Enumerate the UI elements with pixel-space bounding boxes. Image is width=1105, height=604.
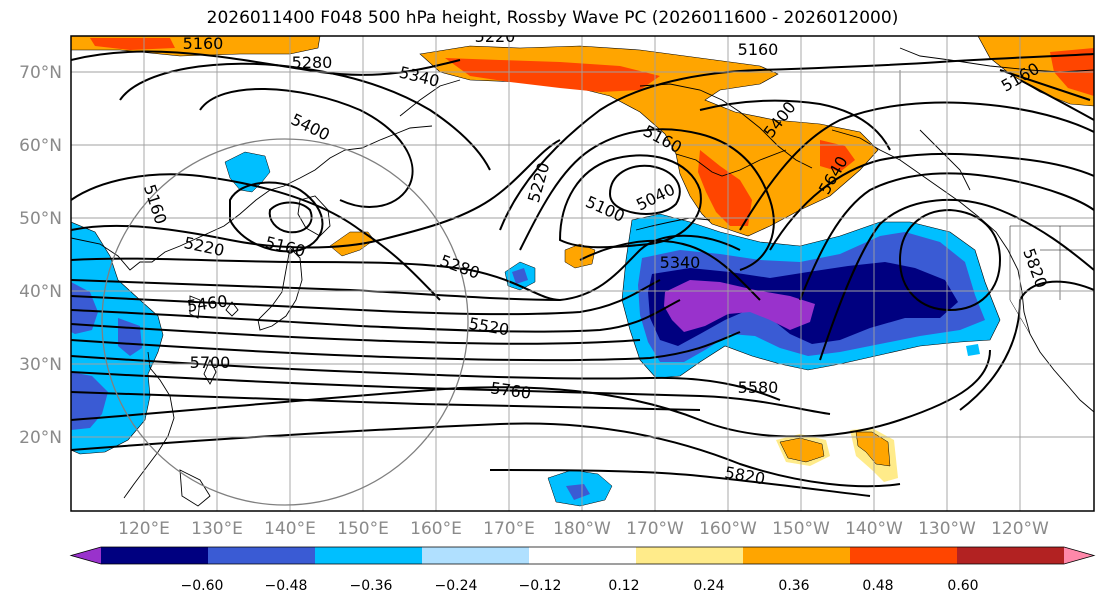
lon-label: 150°E bbox=[337, 519, 389, 539]
colorbar-tick-label: −0.12 bbox=[519, 578, 562, 594]
grid-lines bbox=[71, 36, 1094, 511]
colorbar-swatch bbox=[743, 547, 851, 564]
colorbar-swatch bbox=[71, 547, 101, 564]
colorbar-tick-label: −0.24 bbox=[435, 578, 478, 594]
contour-label: 5220 bbox=[475, 27, 516, 46]
lat-label: 50°N bbox=[19, 209, 62, 229]
colorbar-ticks: −0.60 −0.48 −0.36 −0.24 −0.12 0.12 0.24 … bbox=[181, 578, 979, 594]
lat-label: 70°N bbox=[19, 63, 62, 83]
colorbar-swatch bbox=[850, 547, 958, 564]
colorbar-swatch bbox=[636, 547, 744, 564]
shade-small-orange-3b bbox=[779, 437, 825, 463]
contour-label: 5280 bbox=[292, 53, 333, 72]
shade-small-cyan-3 bbox=[966, 344, 980, 356]
colorbar-swatch bbox=[957, 547, 1065, 564]
map-frame bbox=[70, 35, 1095, 512]
lat-label: 20°N bbox=[19, 428, 62, 448]
lon-label: 180°W bbox=[553, 519, 611, 539]
shade-alaska-red bbox=[445, 58, 660, 92]
shade-central-purple bbox=[664, 280, 815, 332]
lon-label: 130°W bbox=[918, 519, 976, 539]
shade-china-blue bbox=[71, 282, 98, 334]
lon-label: 120°W bbox=[991, 519, 1049, 539]
lon-label: 130°E bbox=[191, 519, 243, 539]
shade-china-blue-2 bbox=[71, 372, 108, 430]
shade-alaska-red-3 bbox=[820, 140, 855, 172]
colorbar-swatch bbox=[101, 547, 209, 564]
longitude-labels: 120°E 130°E 140°E 150°E 160°E 170°E 180°… bbox=[118, 519, 1049, 539]
colorbar-tick-label: 0.60 bbox=[947, 578, 978, 594]
shade-china-lightblue bbox=[71, 232, 84, 272]
lon-label: 160°E bbox=[410, 519, 462, 539]
colorbar-tick-label: 0.48 bbox=[862, 578, 893, 594]
shade-subtropical-blue bbox=[566, 484, 590, 500]
contour-label: 5580 bbox=[738, 378, 779, 397]
lon-label: 120°E bbox=[118, 519, 170, 539]
colorbar-tick-label: 0.36 bbox=[778, 578, 809, 594]
colorbar-swatch bbox=[315, 547, 423, 564]
shade-small-orange-4b bbox=[855, 431, 891, 467]
lon-label: 140°E bbox=[264, 519, 316, 539]
colorbar-swatch bbox=[208, 547, 316, 564]
colorbar-swatch bbox=[1064, 547, 1094, 564]
shade-alaska-red-2 bbox=[698, 150, 752, 226]
contour-label: 5160 bbox=[183, 34, 224, 53]
height-contours bbox=[71, 50, 1094, 497]
colorbar-tick-label: 0.12 bbox=[608, 578, 639, 594]
shade-small-blue-2 bbox=[512, 268, 528, 284]
reference-circle bbox=[101, 138, 469, 506]
shade-small-orange-2 bbox=[564, 243, 596, 269]
lat-label: 30°N bbox=[19, 355, 62, 375]
lat-label: 60°N bbox=[19, 136, 62, 156]
shade-alaska-orange bbox=[419, 45, 879, 237]
colorbar: −0.60 −0.48 −0.36 −0.24 −0.12 0.12 0.24 … bbox=[69, 546, 1096, 594]
lat-label: 40°N bbox=[19, 282, 62, 302]
colorbar-tick-label: −0.36 bbox=[350, 578, 393, 594]
colorbar-tick-label: −0.48 bbox=[265, 578, 308, 594]
colorbar-swatch bbox=[529, 547, 637, 564]
lon-label: 150°W bbox=[772, 519, 830, 539]
latitude-labels: 70°N 60°N 50°N 40°N 30°N 20°N bbox=[19, 63, 62, 448]
contour-label: 5700 bbox=[190, 353, 231, 372]
map-title: 2026011400 F048 500 hPa height, Rossby W… bbox=[206, 8, 899, 28]
colorbar-outline bbox=[69, 546, 1096, 565]
colorbar-tick-label: 0.24 bbox=[693, 578, 724, 594]
lon-label: 160°W bbox=[699, 519, 757, 539]
lon-label: 140°W bbox=[845, 519, 903, 539]
lon-label: 170°E bbox=[483, 519, 535, 539]
contour-label: 5340 bbox=[660, 253, 701, 272]
colorbar-tick-label: −0.60 bbox=[181, 578, 224, 594]
colorbar-swatches bbox=[69, 546, 1096, 565]
contour-label: 5160 bbox=[738, 40, 779, 59]
colorbar-swatch bbox=[422, 547, 530, 564]
lon-label: 170°W bbox=[626, 519, 684, 539]
shade-topleft-red bbox=[90, 38, 175, 50]
